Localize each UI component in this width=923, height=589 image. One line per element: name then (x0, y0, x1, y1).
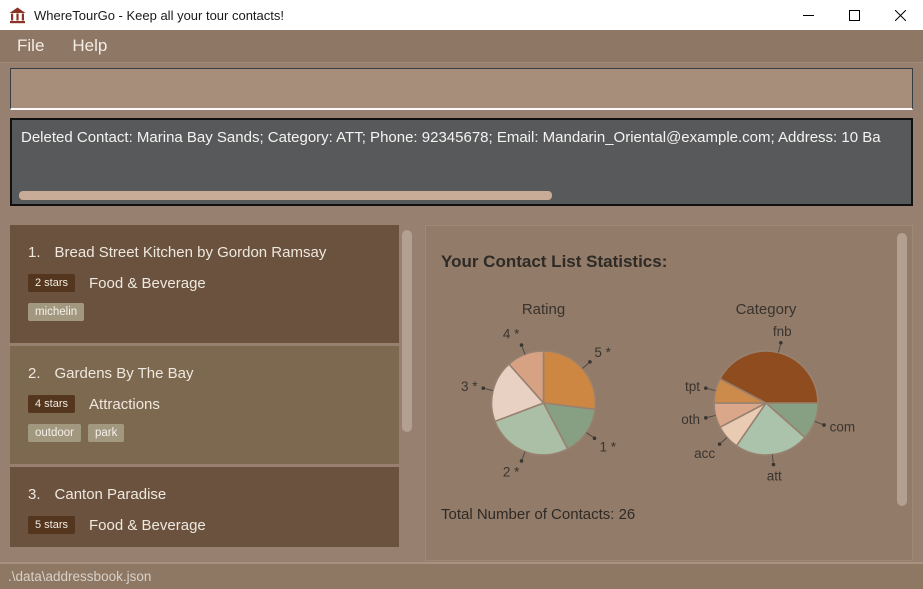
contact-tag: park (88, 424, 125, 442)
contact-category: Food & Beverage (89, 516, 206, 534)
svg-text:2 *: 2 * (503, 465, 520, 480)
contact-category: Food & Beverage (89, 274, 206, 292)
contact-list: 1. Bread Street Kitchen by Gordon Ramsay… (10, 225, 399, 547)
svg-text:tpt: tpt (685, 379, 700, 394)
minimize-button[interactable] (785, 0, 831, 30)
statistics-scrollbar-thumb[interactable] (897, 233, 907, 506)
rating-pie-svg: 5 * 1 * 2 * 3 * 4 * (461, 326, 617, 480)
window-controls (785, 0, 923, 30)
result-scrollbar-thumb[interactable] (19, 191, 553, 200)
window-title: WhereTourGo - Keep all your tour contact… (34, 7, 285, 23)
result-text: Deleted Contact: Marina Bay Sands; Categ… (21, 129, 881, 146)
contact-index: 3. (28, 486, 41, 503)
svg-text:3 *: 3 * (461, 379, 478, 394)
maximize-icon (848, 9, 860, 21)
category-pie-svg: com att acc oth tpt fnb (681, 324, 856, 484)
command-input[interactable] (10, 68, 913, 110)
contact-tag: outdoor (28, 424, 82, 442)
contact-name-row: 1. Bread Street Kitchen by Gordon Ramsay (28, 244, 381, 261)
maximize-button[interactable] (831, 0, 877, 30)
contact-name: Bread Street Kitchen by Gordon Ramsay (54, 244, 327, 261)
contact-category: Attractions (89, 395, 160, 413)
svg-text:1 *: 1 * (599, 440, 616, 455)
svg-text:fnb: fnb (773, 324, 792, 339)
rating-badge: 2 stars (28, 274, 76, 292)
svg-text:att: att (767, 469, 782, 484)
svg-text:com: com (830, 420, 856, 435)
rating-badge: 4 stars (28, 395, 76, 413)
category-pie-chart: Category com att acc oth tpt fnb (656, 301, 876, 485)
total-contacts-label: Total Number of Contacts: 26 (441, 506, 636, 523)
statistics-panel: Your Contact List Statistics: Rating 5 *… (425, 225, 913, 561)
svg-text:4 *: 4 * (503, 326, 520, 341)
result-horizontal-scrollbar[interactable] (17, 191, 906, 200)
close-icon (894, 9, 906, 21)
contact-index: 1. (28, 244, 41, 261)
menu-file[interactable]: File (17, 36, 45, 55)
contact-card[interactable]: 3. Canton Paradise 5 stars Food & Bevera… (10, 467, 399, 547)
category-chart-title: Category (735, 301, 797, 318)
close-button[interactable] (877, 0, 923, 30)
contact-name-row: 2. Gardens By The Bay (28, 365, 381, 382)
menu-bar: File Help (0, 30, 923, 63)
app-icon (9, 7, 26, 23)
contact-name: Canton Paradise (54, 486, 167, 503)
contact-index: 2. (28, 365, 41, 382)
minimize-icon (802, 14, 814, 16)
contact-name: Gardens By The Bay (54, 365, 194, 382)
rating-badge: 5 stars (28, 516, 76, 534)
svg-text:acc: acc (694, 446, 715, 461)
menu-help[interactable]: Help (72, 36, 108, 55)
contact-card[interactable]: 2. Gardens By The Bay 4 stars Attraction… (10, 346, 399, 464)
status-bar: .\data\addressbook.json (0, 562, 923, 589)
result-display: Deleted Contact: Marina Bay Sands; Categ… (10, 118, 913, 206)
contact-name-row: 3. Canton Paradise (28, 486, 381, 503)
title-bar: WhereTourGo - Keep all your tour contact… (0, 0, 923, 30)
rating-pie-chart: Rating 5 * 1 * 2 * 3 * 4 * (436, 301, 651, 485)
rating-chart-title: Rating (521, 301, 566, 318)
data-file-path: .\data\addressbook.json (8, 569, 152, 584)
svg-text:5 *: 5 * (594, 345, 611, 360)
svg-text:oth: oth (681, 412, 700, 427)
contact-card[interactable]: 1. Bread Street Kitchen by Gordon Ramsay… (10, 225, 399, 343)
contact-list-scrollbar-thumb[interactable] (402, 230, 412, 432)
contact-tag: michelin (28, 303, 85, 321)
statistics-title: Your Contact List Statistics: (441, 252, 668, 271)
